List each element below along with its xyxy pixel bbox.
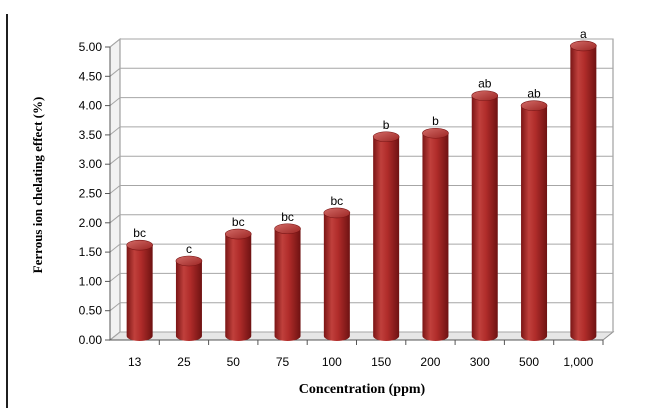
- x-tick-label: 200: [420, 355, 440, 369]
- bar-top: [126, 239, 153, 251]
- data-label: bc: [331, 194, 344, 208]
- y-tick-label: 5.00: [79, 40, 103, 54]
- x-tick-label: 13: [128, 355, 142, 369]
- y-tick-label: 4.00: [79, 99, 103, 113]
- data-label: bc: [232, 215, 245, 229]
- bar-body: [373, 136, 400, 342]
- gridline: [109, 97, 613, 106]
- x-tick-labels: 13 25 50 75 100 150 200 300 500 1,000: [128, 340, 604, 369]
- gridline: [109, 331, 613, 341]
- bar: [126, 239, 153, 341]
- y-tick-label: 0.00: [79, 333, 103, 347]
- y-tick-label: 3.50: [79, 128, 103, 142]
- bar-top: [520, 100, 548, 112]
- gridline: [109, 67, 613, 77]
- bar-body: [471, 95, 498, 342]
- gridline: [109, 243, 613, 253]
- y-tick-label: 1.50: [79, 245, 103, 259]
- data-label: ab: [527, 87, 541, 101]
- bar: [520, 100, 548, 342]
- bar-top: [224, 228, 252, 240]
- gridline: [109, 155, 613, 165]
- x-tick-label: 75: [276, 355, 290, 369]
- data-label: c: [186, 242, 192, 256]
- bar-body: [274, 228, 301, 342]
- gridlines: [105, 38, 613, 341]
- data-label: bc: [281, 210, 294, 224]
- data-label: bc: [133, 226, 146, 240]
- y-tick-label: 2.50: [79, 187, 103, 201]
- x-tick-label: 150: [371, 355, 391, 369]
- bar-body: [422, 133, 449, 342]
- bar-body: [225, 234, 252, 342]
- bar: [570, 40, 597, 342]
- x-tick-label: 25: [177, 355, 191, 369]
- bar-top: [323, 207, 351, 219]
- x-tick-label: 50: [227, 355, 241, 369]
- bars: bc c bc bc bc b b ab ab a: [126, 27, 597, 342]
- bar-top: [274, 223, 301, 235]
- left-border-line: [6, 14, 8, 408]
- bar-body: [521, 105, 548, 342]
- x-tick-label: 500: [519, 355, 539, 369]
- bar-body: [570, 45, 597, 342]
- bar: [372, 131, 400, 342]
- gridline: [109, 214, 613, 224]
- x-tick-label: 300: [470, 355, 490, 369]
- x-tick-label: 1,000: [563, 355, 593, 369]
- y-tick-label: 1.00: [79, 274, 103, 288]
- bar: [422, 127, 449, 342]
- bar-body: [175, 260, 202, 342]
- bar: [224, 228, 252, 342]
- bar-body: [126, 245, 153, 341]
- bar-body: [323, 212, 350, 342]
- data-label: b: [432, 114, 439, 128]
- y-tick-label: 4.50: [79, 69, 103, 83]
- bar: [175, 255, 203, 342]
- y-tick-label: 0.50: [79, 304, 103, 318]
- y-tick-labels: 0.00 0.50 1.00 1.50 2.00 2.50 3.00 3.50 4.00 4.50…: [79, 40, 103, 347]
- gridline: [109, 126, 613, 136]
- y-tick-label: 3.00: [79, 157, 103, 171]
- bar: [274, 223, 301, 342]
- bar: [323, 207, 351, 342]
- data-label: a: [580, 27, 587, 41]
- data-label: ab: [478, 77, 492, 91]
- data-label: b: [383, 118, 390, 132]
- bar-top: [175, 255, 203, 267]
- gridline: [109, 38, 613, 48]
- y-axis-label: Ferrous ion chelating effect (%): [30, 97, 45, 274]
- x-axis-label: Concentration (ppm): [299, 382, 426, 397]
- gridline: [109, 185, 613, 194]
- gridline: [109, 302, 613, 312]
- bar: [471, 90, 499, 342]
- x-tick-label: 100: [322, 355, 342, 369]
- bar-top: [570, 40, 597, 52]
- bar-top: [422, 127, 449, 139]
- gridline: [109, 272, 613, 282]
- bar-top: [471, 90, 499, 102]
- bar-top: [372, 131, 400, 143]
- y-tick-label: 2.00: [79, 216, 103, 230]
